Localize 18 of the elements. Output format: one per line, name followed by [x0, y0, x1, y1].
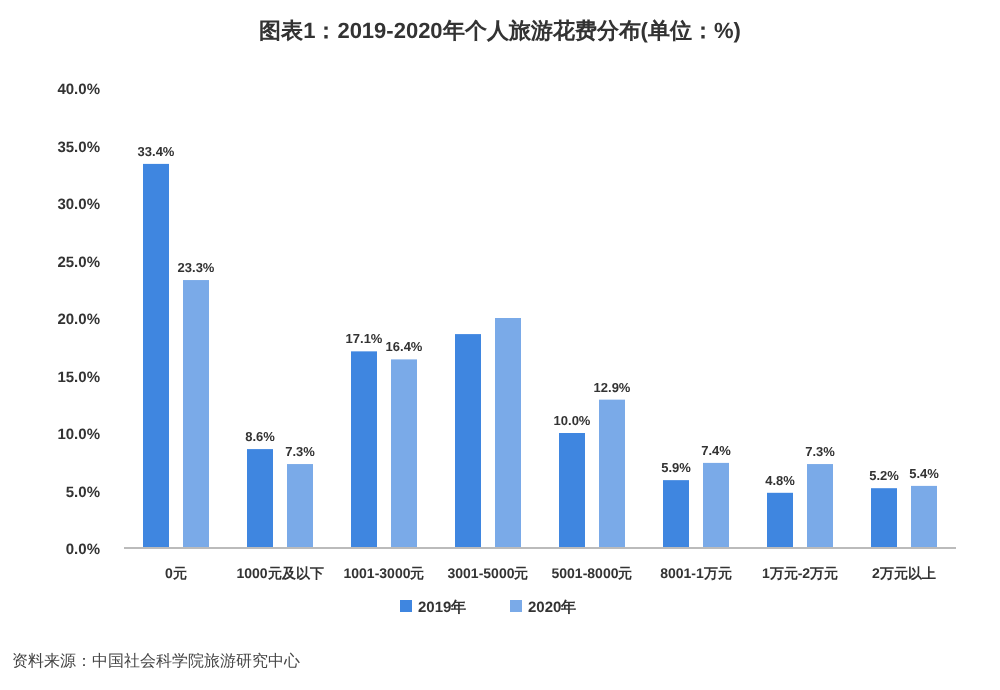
bar [767, 492, 793, 548]
bar [351, 351, 377, 548]
bar [911, 485, 937, 548]
bar [703, 462, 729, 548]
bar [183, 280, 209, 548]
bar [247, 449, 273, 548]
text: 资料来源：中国社会科学院旅游研究中心 [12, 652, 300, 670]
bar [391, 359, 417, 548]
chart-title: 图表1：2019-2020年个人旅游花费分布(单位：%) [259, 18, 742, 44]
bar [559, 433, 585, 548]
bar [663, 480, 689, 548]
bar [287, 464, 313, 548]
bar [807, 464, 833, 548]
bar [495, 318, 521, 548]
bar [599, 399, 625, 548]
bar [871, 488, 897, 548]
bar [143, 163, 169, 548]
bar [455, 334, 481, 548]
